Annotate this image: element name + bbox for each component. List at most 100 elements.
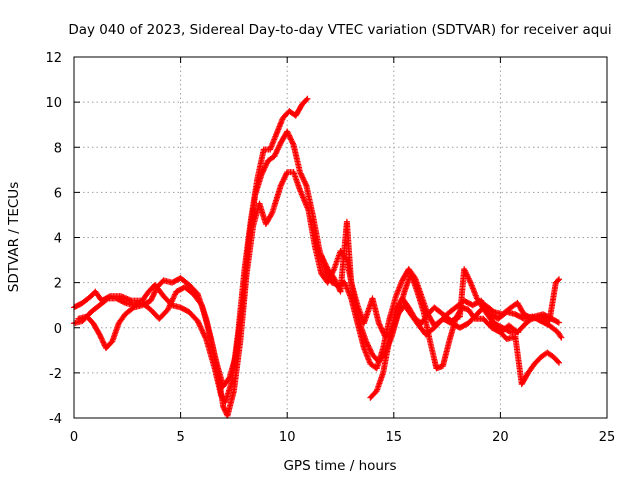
y-tick-label: -4 xyxy=(49,412,62,427)
data-point xyxy=(200,330,207,337)
data-point xyxy=(368,349,375,356)
data-point xyxy=(298,173,305,180)
chart-title: Day 040 of 2023, Sidereal Day-to-day VTE… xyxy=(68,22,611,38)
data-point xyxy=(260,167,267,174)
data-point xyxy=(276,142,283,149)
data-point xyxy=(279,179,286,186)
data-point xyxy=(379,328,386,335)
data-point xyxy=(201,331,208,338)
data-point xyxy=(100,339,107,346)
data-point xyxy=(261,165,268,172)
data-point xyxy=(279,178,286,185)
data-point xyxy=(298,171,305,178)
data-point xyxy=(331,276,338,283)
y-tick-label: 12 xyxy=(45,51,62,66)
data-point xyxy=(464,274,471,281)
data-point xyxy=(466,278,473,285)
data-point xyxy=(380,329,387,336)
data-point xyxy=(262,163,269,170)
data-point xyxy=(282,171,289,178)
data-point xyxy=(377,322,384,329)
data-point xyxy=(289,139,296,146)
data-point xyxy=(263,160,270,167)
data-point xyxy=(281,174,288,181)
axis-ticks xyxy=(73,56,608,419)
data-point xyxy=(195,319,202,326)
grid-lines xyxy=(74,57,607,418)
data-point xyxy=(259,169,266,176)
data-point xyxy=(197,300,204,307)
data-point xyxy=(197,323,204,330)
data-point xyxy=(321,259,328,266)
data-point xyxy=(166,302,173,309)
data-point xyxy=(149,293,156,300)
data-point xyxy=(147,297,154,304)
data-point xyxy=(332,277,339,284)
data-point xyxy=(461,267,468,274)
data-point xyxy=(272,150,279,157)
data-point xyxy=(261,164,268,171)
data-point xyxy=(322,262,329,269)
data-point xyxy=(322,260,329,267)
data-point xyxy=(275,145,282,152)
data-point xyxy=(319,255,326,262)
data-points xyxy=(71,95,565,419)
data-point xyxy=(165,305,172,312)
data-point xyxy=(272,151,279,158)
data-point xyxy=(258,171,265,178)
y-axis-label: SDTVAR / TECUs xyxy=(6,182,22,292)
data-point xyxy=(515,329,522,336)
data-point xyxy=(273,149,280,156)
data-point xyxy=(196,322,203,329)
data-point xyxy=(120,299,127,306)
data-point xyxy=(97,334,104,341)
data-point xyxy=(296,169,303,176)
data-point xyxy=(287,135,294,142)
data-point xyxy=(302,181,309,188)
data-point xyxy=(554,318,561,325)
data-point xyxy=(164,306,171,313)
data-point xyxy=(281,175,288,182)
data-point xyxy=(333,279,340,286)
x-tick-label: 5 xyxy=(176,430,184,445)
data-point xyxy=(289,140,296,147)
data-point xyxy=(168,298,175,305)
data-point xyxy=(199,329,206,336)
satellite-track-5 xyxy=(486,320,563,388)
y-tick-label: 0 xyxy=(54,322,62,337)
data-point xyxy=(282,173,289,180)
x-tick-label: 0 xyxy=(70,430,78,445)
data-point xyxy=(320,257,327,264)
data-point xyxy=(554,277,561,284)
data-point xyxy=(169,296,176,303)
data-point xyxy=(331,275,338,282)
data-point xyxy=(172,291,179,298)
data-point xyxy=(318,253,325,260)
data-point xyxy=(465,275,472,282)
data-point xyxy=(277,182,284,189)
data-point xyxy=(98,335,105,342)
data-point xyxy=(299,174,306,181)
data-point xyxy=(198,326,205,333)
data-point xyxy=(166,303,173,310)
data-point xyxy=(225,375,232,382)
data-point xyxy=(271,153,278,160)
data-point xyxy=(101,340,108,347)
data-point xyxy=(199,327,206,334)
data-point xyxy=(202,334,209,341)
data-point xyxy=(148,296,155,303)
data-point xyxy=(377,324,384,331)
satellite-track-1 xyxy=(71,95,311,406)
data-point xyxy=(149,294,156,301)
data-point xyxy=(366,346,373,353)
data-point xyxy=(273,147,280,154)
data-point xyxy=(280,177,287,184)
data-point xyxy=(286,132,293,139)
data-point xyxy=(367,347,374,354)
data-point xyxy=(318,252,325,259)
data-point xyxy=(301,178,308,185)
data-point xyxy=(151,289,158,296)
data-point xyxy=(194,317,201,324)
data-point xyxy=(201,333,208,340)
